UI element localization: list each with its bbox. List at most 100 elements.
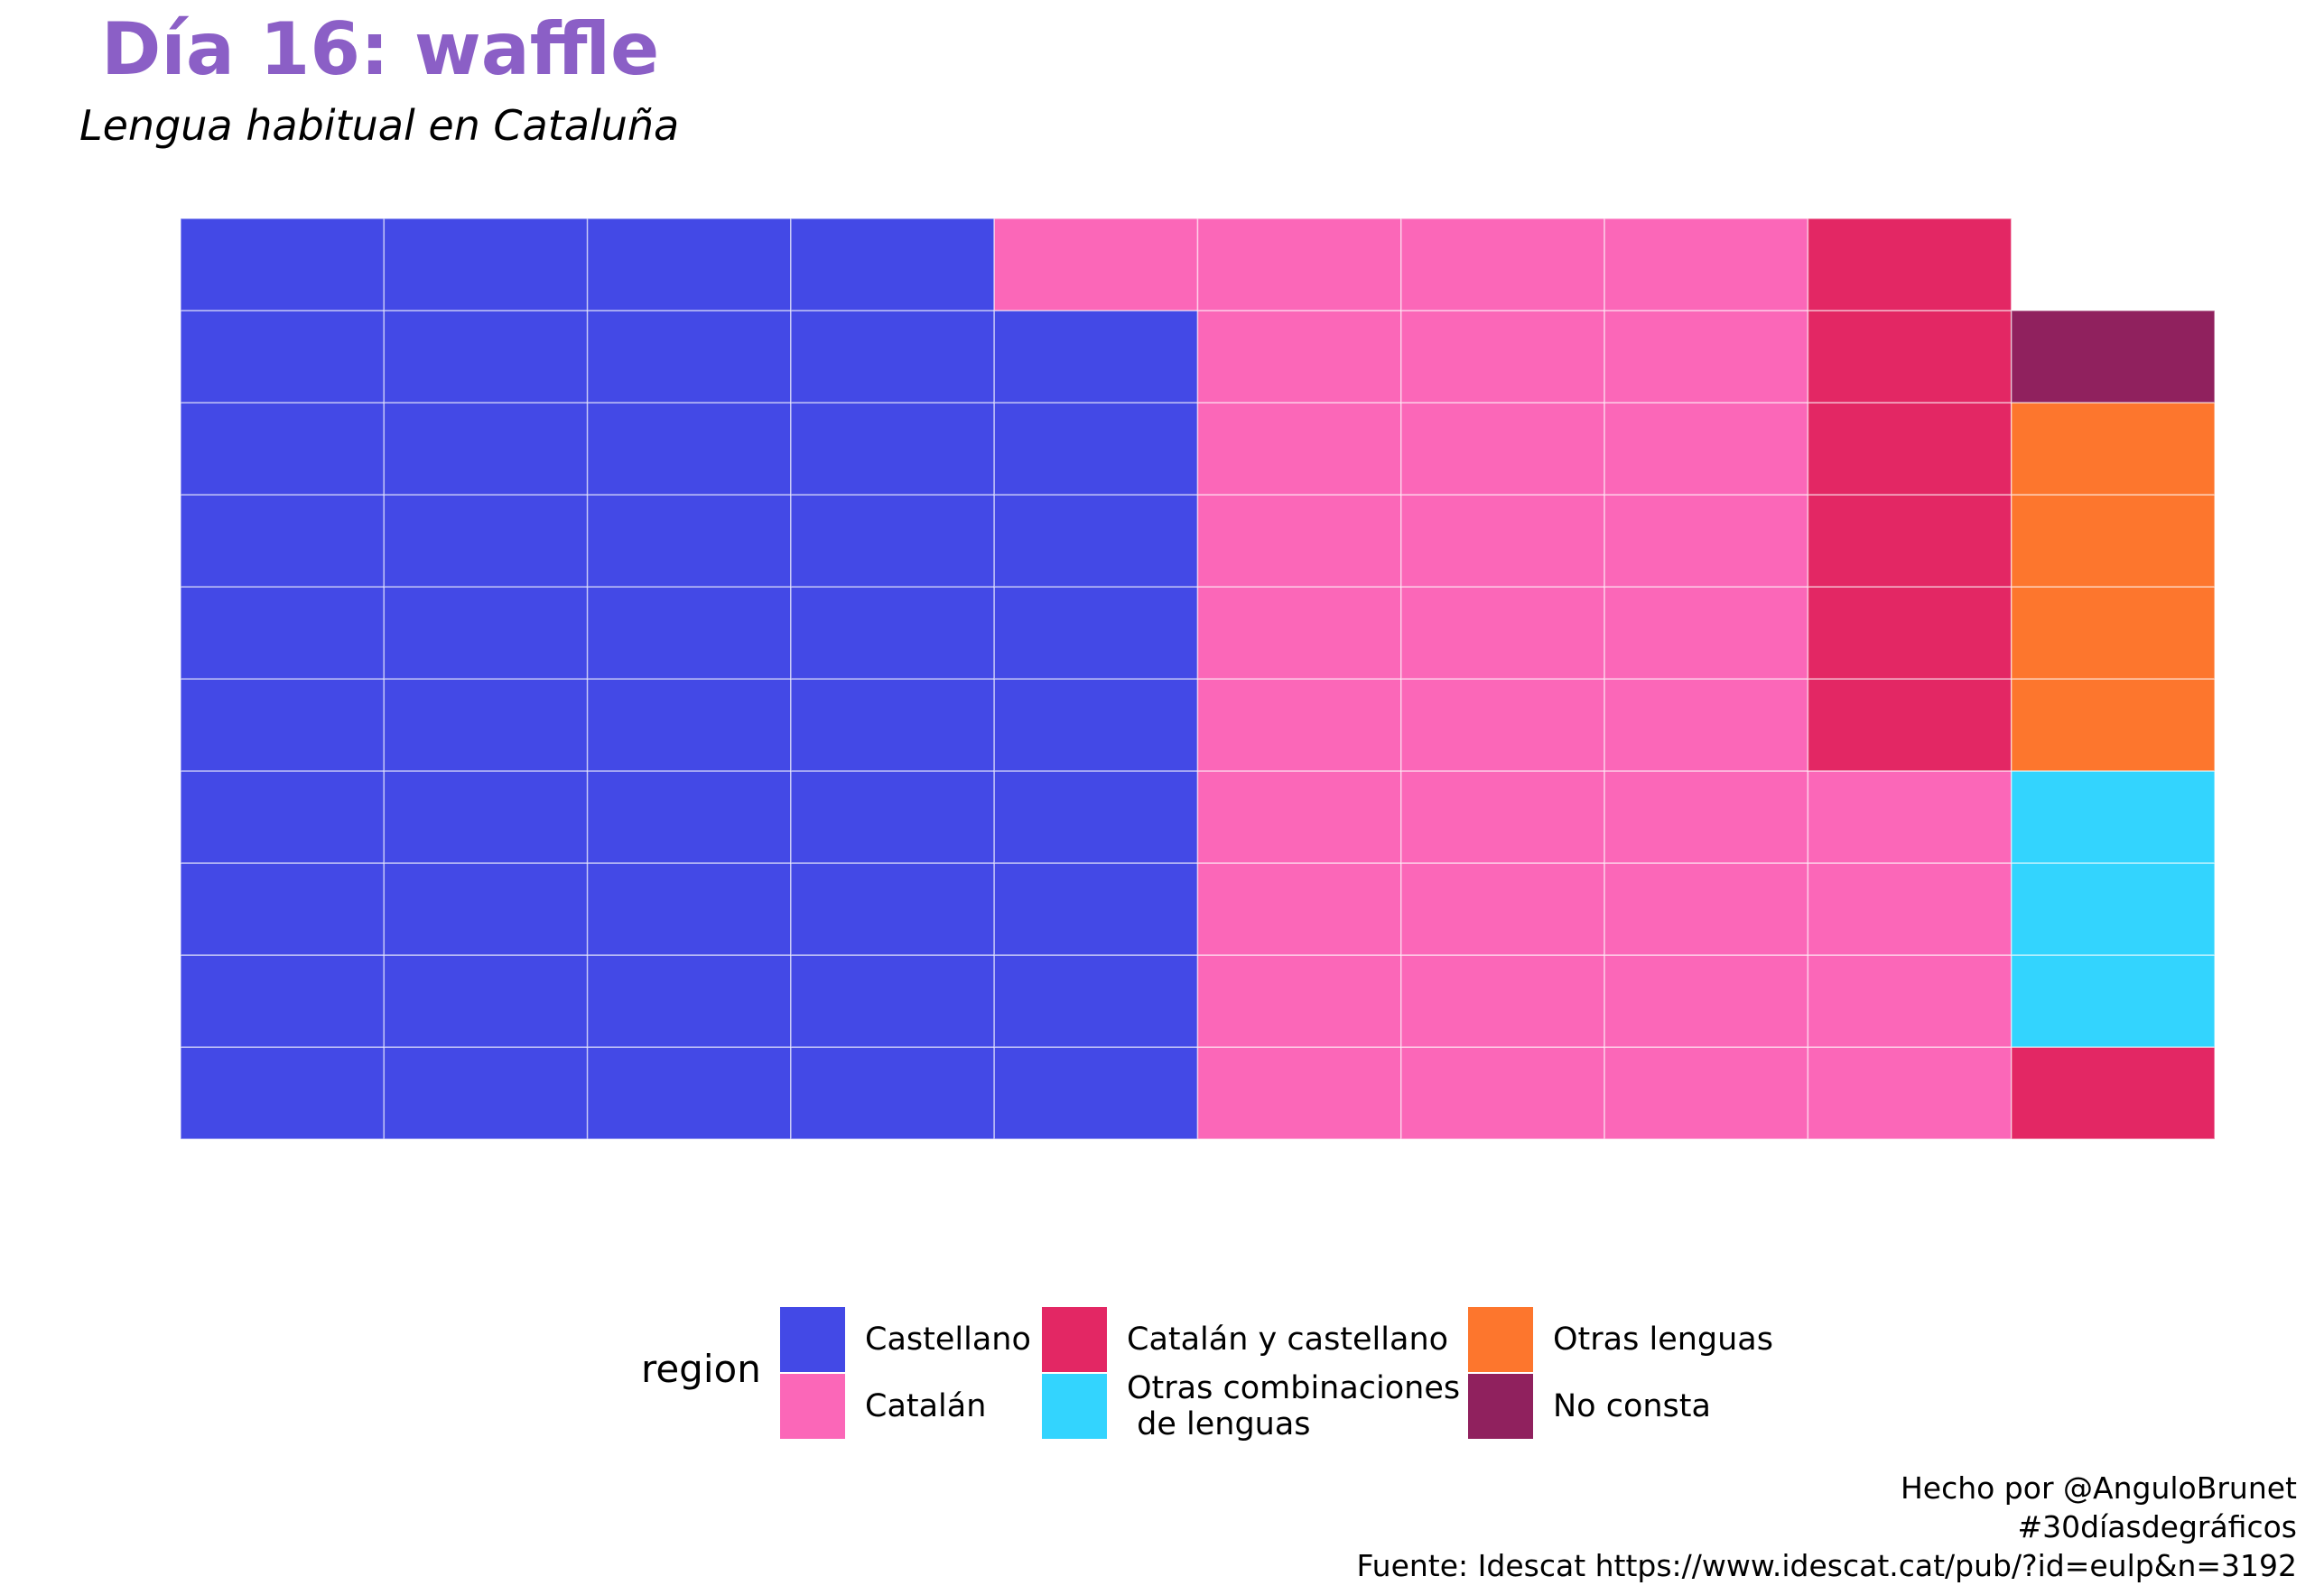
waffle-cell-castellano-13 <box>383 862 589 956</box>
legend-label-otras-lenguas: Otras lenguas <box>1553 1321 1773 1358</box>
waffle-cell-catalan-10 <box>1196 310 1402 403</box>
waffle-cell-castellano-33 <box>790 862 995 956</box>
legend-swatch-otras-combinaciones <box>1042 1374 1107 1439</box>
waffle-cell-catalan-y-castellano-1 <box>1807 678 2013 772</box>
waffle-cell-catalan-y-castellano-5 <box>1807 310 2013 403</box>
waffle-cell-no-consta-1 <box>2010 310 2216 403</box>
waffle-cell-castellano-47 <box>993 494 1199 588</box>
waffle-cell-castellano-4 <box>180 770 386 864</box>
waffle-cell-catalan-25 <box>1604 770 1809 864</box>
waffle-cell-castellano-44 <box>993 770 1199 864</box>
waffle-cell-otras-lenguas-2 <box>2010 586 2216 680</box>
legend-swatch-catalan <box>780 1374 845 1439</box>
legend-label-castellano: Castellano <box>865 1321 1031 1358</box>
waffle-cell-castellano-18 <box>383 402 589 496</box>
waffle-cell-castellano-6 <box>180 586 386 680</box>
waffle-cell-catalan-19 <box>1400 402 1605 496</box>
waffle-cell-castellano-40 <box>790 218 995 311</box>
waffle-cell-catalan-14 <box>1400 862 1605 956</box>
waffle-cell-catalan-26 <box>1604 678 1809 772</box>
waffle-cell-castellano-36 <box>790 586 995 680</box>
waffle-cell-catalan-13 <box>1400 954 1605 1048</box>
waffle-cell-catalan-3 <box>1196 954 1402 1048</box>
waffle-cell-castellano-1 <box>180 1046 386 1140</box>
waffle-cell-catalan-7 <box>1196 586 1402 680</box>
waffle-cell-castellano-49 <box>993 310 1199 403</box>
legend-swatch-catalan-y-castellano <box>1042 1307 1107 1372</box>
waffle-cell-castellano-27 <box>586 494 792 588</box>
waffle-cell-catalan-21 <box>1400 218 1605 311</box>
waffle-cell-castellano-15 <box>383 678 589 772</box>
waffle-cell-castellano-7 <box>180 494 386 588</box>
waffle-cell-catalan-23 <box>1604 954 1809 1048</box>
waffle-cell-catalan-15 <box>1400 770 1605 864</box>
waffle-cell-castellano-2 <box>180 954 386 1048</box>
waffle-cell-catalan-32 <box>1807 1046 2013 1140</box>
waffle-cell-catalan-31 <box>1604 218 1809 311</box>
waffle-cell-catalan-y-castellano-2 <box>1807 586 2013 680</box>
waffle-cell-catalan-22 <box>1604 1046 1809 1140</box>
waffle-cell-castellano-32 <box>790 954 995 1048</box>
legend-swatch-no-consta <box>1468 1374 1533 1439</box>
legend-swatch-otras-lenguas <box>1468 1307 1533 1372</box>
waffle-cell-castellano-16 <box>383 586 589 680</box>
waffle-cell-otras-combinaciones-de-lenguas-3 <box>2010 770 2216 864</box>
waffle-cell-otras-combinaciones-de-lenguas-1 <box>2010 954 2216 1048</box>
waffle-cell-catalan-28 <box>1604 494 1809 588</box>
legend-label-catalan: Catalán <box>865 1387 987 1424</box>
waffle-cell-otras-lenguas-1 <box>2010 678 2216 772</box>
caption-author: Hecho por @AnguloBrunet <box>1900 1470 2297 1506</box>
waffle-cell-castellano-8 <box>180 402 386 496</box>
waffle-cell-castellano-24 <box>586 770 792 864</box>
waffle-cell-castellano-30 <box>586 218 792 311</box>
waffle-cell-catalan-4 <box>1196 862 1402 956</box>
waffle-cell-castellano-17 <box>383 494 589 588</box>
waffle-cell-catalan-9 <box>1196 402 1402 496</box>
waffle-cell-castellano-23 <box>586 862 792 956</box>
waffle-cell-castellano-35 <box>790 678 995 772</box>
waffle-cell-castellano-45 <box>993 678 1199 772</box>
waffle-cell-castellano-21 <box>586 1046 792 1140</box>
legend-label-catalan-y-castellano: Catalán y castellano <box>1127 1321 1449 1358</box>
waffle-cell-catalan-6 <box>1196 678 1402 772</box>
waffle-cell-catalan-20 <box>1400 310 1605 403</box>
waffle-cell-catalan-2 <box>1196 1046 1402 1140</box>
waffle-cell-catalan-18 <box>1400 494 1605 588</box>
waffle-cell-castellano-3 <box>180 862 386 956</box>
waffle-cell-castellano-20 <box>383 218 589 311</box>
legend-label-no-consta: No consta <box>1553 1387 1711 1424</box>
waffle-cell-catalan-30 <box>1604 310 1809 403</box>
waffle-cell-catalan-24 <box>1604 862 1809 956</box>
waffle-cell-otras-lenguas-3 <box>2010 494 2216 588</box>
waffle-cell-catalan-17 <box>1400 586 1605 680</box>
waffle-cell-catalan-y-castellano-3 <box>1807 494 2013 588</box>
waffle-cell-catalan-27 <box>1604 586 1809 680</box>
waffle-cell-castellano-31 <box>790 1046 995 1140</box>
waffle-cell-castellano-22 <box>586 954 792 1048</box>
waffle-cell-castellano-28 <box>586 402 792 496</box>
waffle-cell-catalan-y-castellano-6 <box>1807 218 2013 311</box>
waffle-cell-castellano-34 <box>790 770 995 864</box>
chart-title: Día 16: waffle <box>101 7 660 91</box>
waffle-cell-catalan-y-castellano-4 <box>1807 402 2013 496</box>
chart-subtitle: Lengua habitual en Cataluña <box>79 101 680 150</box>
waffle-cell-castellano-29 <box>586 310 792 403</box>
waffle-cell-castellano-11 <box>383 1046 589 1140</box>
caption-hashtag: #30díasdegráficos <box>2017 1508 2297 1544</box>
waffle-cell-castellano-9 <box>180 310 386 403</box>
waffle-cell-castellano-46 <box>993 586 1199 680</box>
waffle-cell-catalan-5 <box>1196 770 1402 864</box>
waffle-cell-catalan-35 <box>1807 770 2013 864</box>
waffle-cell-castellano-10 <box>180 218 386 311</box>
caption-source: Fuente: Idescat https://www.idescat.cat/… <box>1356 1547 2298 1583</box>
waffle-cell-otras-combinaciones-de-lenguas-2 <box>2010 862 2216 956</box>
waffle-cell-catalan-16 <box>1400 678 1605 772</box>
waffle-cell-castellano-48 <box>993 402 1199 496</box>
waffle-cell-castellano-5 <box>180 678 386 772</box>
waffle-cell-castellano-19 <box>383 310 589 403</box>
waffle-cell-catalan-11 <box>1196 218 1402 311</box>
waffle-cell-castellano-41 <box>993 1046 1199 1140</box>
legend-label-otras-combinaciones: Otras combinaciones de lenguas <box>1127 1369 1461 1442</box>
waffle-cell-catalan-29 <box>1604 402 1809 496</box>
